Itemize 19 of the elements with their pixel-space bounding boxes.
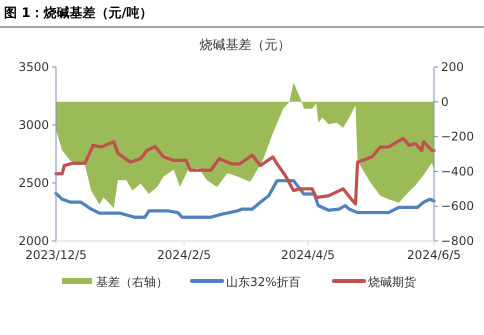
x-tick-label: 2024/2/5 xyxy=(157,248,212,262)
y2-tick-label: −800 xyxy=(441,234,474,248)
y2-tick-label: −600 xyxy=(441,199,474,214)
legend-label: 烧碱期货 xyxy=(368,275,416,289)
x-tick-label: 2024/6/5 xyxy=(407,248,461,262)
chart-subtitle: 烧碱基差（元） xyxy=(200,38,290,53)
y2-tick-label: −200 xyxy=(441,130,474,144)
y2-tick-label: 0 xyxy=(441,94,449,109)
x-tick-label: 2024/4/5 xyxy=(281,248,335,262)
x-tick-label: 2023/12/5 xyxy=(25,248,87,262)
legend-label: 山东32%折百 xyxy=(226,275,301,289)
y-tick-label: 2500 xyxy=(18,176,49,190)
y-tick-label: 3000 xyxy=(18,118,49,132)
y2-tick-label: 200 xyxy=(441,60,464,74)
y-tick-label: 3500 xyxy=(18,60,49,74)
chart-title: 图 1：烧碱基差（元/吨） xyxy=(4,6,152,21)
legend-label: 基差（右轴） xyxy=(96,275,168,289)
y2-tick-label: −400 xyxy=(441,164,474,178)
y-tick-label: 2000 xyxy=(18,234,49,248)
